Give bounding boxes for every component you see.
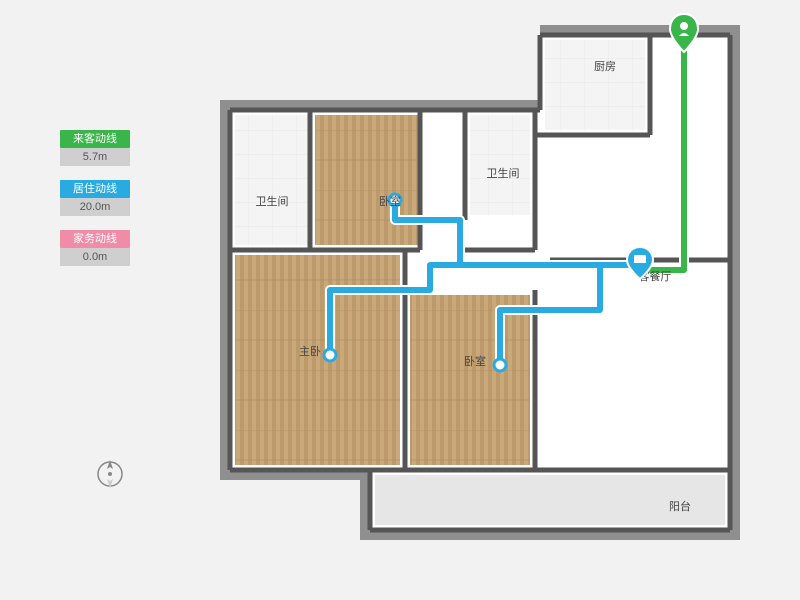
legend-guest-label: 来客动线 <box>60 130 130 148</box>
room-label-bath2: 卫生间 <box>487 166 520 180</box>
legend-panel: 来客动线 5.7m 居住动线 20.0m 家务动线 0.0m <box>60 130 130 280</box>
legend-chore-value: 0.0m <box>60 248 130 266</box>
room-label-bed3: 卧室 <box>464 354 486 368</box>
room-label-bed2: 卧室 <box>379 194 401 208</box>
legend-chore-label: 家务动线 <box>60 230 130 248</box>
legend-living: 居住动线 20.0m <box>60 180 130 216</box>
legend-chore: 家务动线 0.0m <box>60 230 130 266</box>
legend-living-value: 20.0m <box>60 198 130 216</box>
compass-icon <box>94 458 126 490</box>
legend-guest-value: 5.7m <box>60 148 130 166</box>
room-label-kitchen: 厨房 <box>594 60 616 73</box>
room-label-bath1: 卫生间 <box>256 194 289 208</box>
floor-plan: 厨房卫生间卫生间卧室客餐厅主卧卧室阳台 <box>200 10 760 570</box>
legend-guest: 来客动线 5.7m <box>60 130 130 166</box>
room-label-balcony: 阳台 <box>669 499 691 513</box>
room-label-master: 主卧 <box>299 345 321 358</box>
legend-living-label: 居住动线 <box>60 180 130 198</box>
